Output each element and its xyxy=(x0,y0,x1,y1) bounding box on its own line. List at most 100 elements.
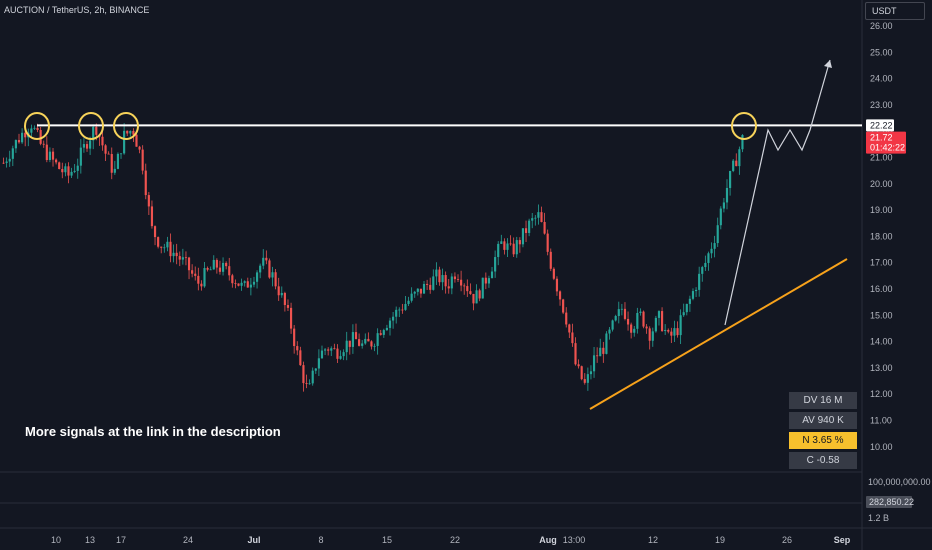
candle xyxy=(308,379,311,385)
time-tick-label: 17 xyxy=(116,535,126,545)
candle xyxy=(413,290,416,298)
highlight-circle[interactable] xyxy=(78,112,104,140)
candle xyxy=(277,277,280,301)
candle xyxy=(549,248,552,272)
candle xyxy=(704,255,707,271)
candle xyxy=(729,170,732,196)
candle xyxy=(39,126,42,146)
price-tick-label: 23.00 xyxy=(870,100,893,110)
time-tick-label: 24 xyxy=(183,535,193,545)
volume-value-text: 282,850.22 xyxy=(869,497,914,507)
candle xyxy=(710,242,713,259)
candle xyxy=(670,327,673,344)
time-tick-label: 22 xyxy=(450,535,460,545)
candle xyxy=(175,243,178,265)
support-trendline[interactable] xyxy=(589,258,848,410)
price-tick-label: 25.00 xyxy=(870,47,893,57)
candle xyxy=(682,303,685,317)
candle xyxy=(475,284,478,304)
candle xyxy=(540,206,543,223)
candle xyxy=(673,320,676,343)
candle xyxy=(497,241,500,266)
candle xyxy=(524,220,528,243)
candle xyxy=(302,361,305,392)
candle xyxy=(599,338,602,357)
stats-panel: DV 16 M AV 940 K N 3.65 % C -0.58 xyxy=(789,392,857,472)
candle xyxy=(466,279,469,297)
candle xyxy=(249,277,252,296)
candle xyxy=(336,344,339,364)
candle xyxy=(583,373,586,385)
candle xyxy=(388,317,392,336)
symbol-title[interactable]: AUCTION / TetherUS, 2h, BINANCE xyxy=(4,5,150,15)
candle xyxy=(688,295,691,312)
highlight-circle[interactable] xyxy=(731,112,757,140)
candle xyxy=(379,329,382,336)
time-axis[interactable]: 10 13 17 24 Jul 8 15 22 Aug 13:00 12 19 26 Sep xyxy=(51,535,851,545)
candle xyxy=(558,290,562,306)
candle xyxy=(85,141,89,152)
candle xyxy=(608,327,611,340)
candle xyxy=(305,374,308,389)
candle xyxy=(385,324,388,332)
candle xyxy=(255,270,259,289)
candle xyxy=(741,134,744,153)
candle xyxy=(589,365,593,380)
candle xyxy=(135,133,138,147)
candle xyxy=(568,323,571,339)
candle xyxy=(543,212,546,235)
currency-selector[interactable]: USDT xyxy=(865,2,925,20)
candle xyxy=(289,302,293,334)
highlight-circle[interactable] xyxy=(113,112,139,140)
candle xyxy=(521,228,525,248)
candle xyxy=(339,350,342,360)
price-tick-label: 12.00 xyxy=(870,389,893,399)
candle xyxy=(237,283,240,287)
volume-axis-top-label: 100,000,000.00 xyxy=(868,477,931,487)
candle xyxy=(676,321,679,338)
price-tick-label: 13.00 xyxy=(870,363,893,373)
candle xyxy=(732,159,735,173)
candle xyxy=(398,307,401,318)
price-tick-label: 21.00 xyxy=(870,153,893,163)
candle xyxy=(469,283,472,295)
time-tick-label: 8 xyxy=(318,535,323,545)
candle xyxy=(58,161,61,170)
candle xyxy=(435,262,438,285)
price-axis[interactable]: 26.0025.0024.0023.0022.0021.0020.0019.00… xyxy=(870,21,893,452)
candle xyxy=(64,163,67,177)
candle xyxy=(605,331,608,355)
candle xyxy=(327,347,330,356)
projection-path[interactable] xyxy=(724,59,831,326)
candle xyxy=(429,277,432,294)
candle xyxy=(515,236,518,258)
stat-change: C -0.58 xyxy=(789,452,857,469)
level-tag-text: 22.22 xyxy=(870,120,893,130)
candle xyxy=(664,324,667,335)
candle xyxy=(184,251,188,266)
candle xyxy=(354,323,358,340)
candle xyxy=(725,179,729,210)
bar-countdown-text: 01:42:22 xyxy=(870,143,905,153)
candle xyxy=(401,303,404,314)
candle xyxy=(104,144,107,161)
volume-value-tag-background xyxy=(866,496,912,508)
candle xyxy=(490,266,494,279)
stat-average-volume: AV 940 K xyxy=(789,412,857,429)
candle xyxy=(212,255,215,270)
time-tick-label: 10 xyxy=(51,535,61,545)
candle xyxy=(160,246,163,254)
candle xyxy=(611,319,614,332)
highlight-circle[interactable] xyxy=(24,112,50,140)
candle xyxy=(537,204,540,225)
candle xyxy=(76,158,79,179)
candle xyxy=(203,261,206,288)
candle xyxy=(141,145,144,175)
candle xyxy=(163,243,166,253)
candle xyxy=(55,158,58,165)
candle xyxy=(722,197,725,213)
candle xyxy=(444,271,447,294)
candle xyxy=(110,147,113,180)
candle xyxy=(657,310,661,326)
